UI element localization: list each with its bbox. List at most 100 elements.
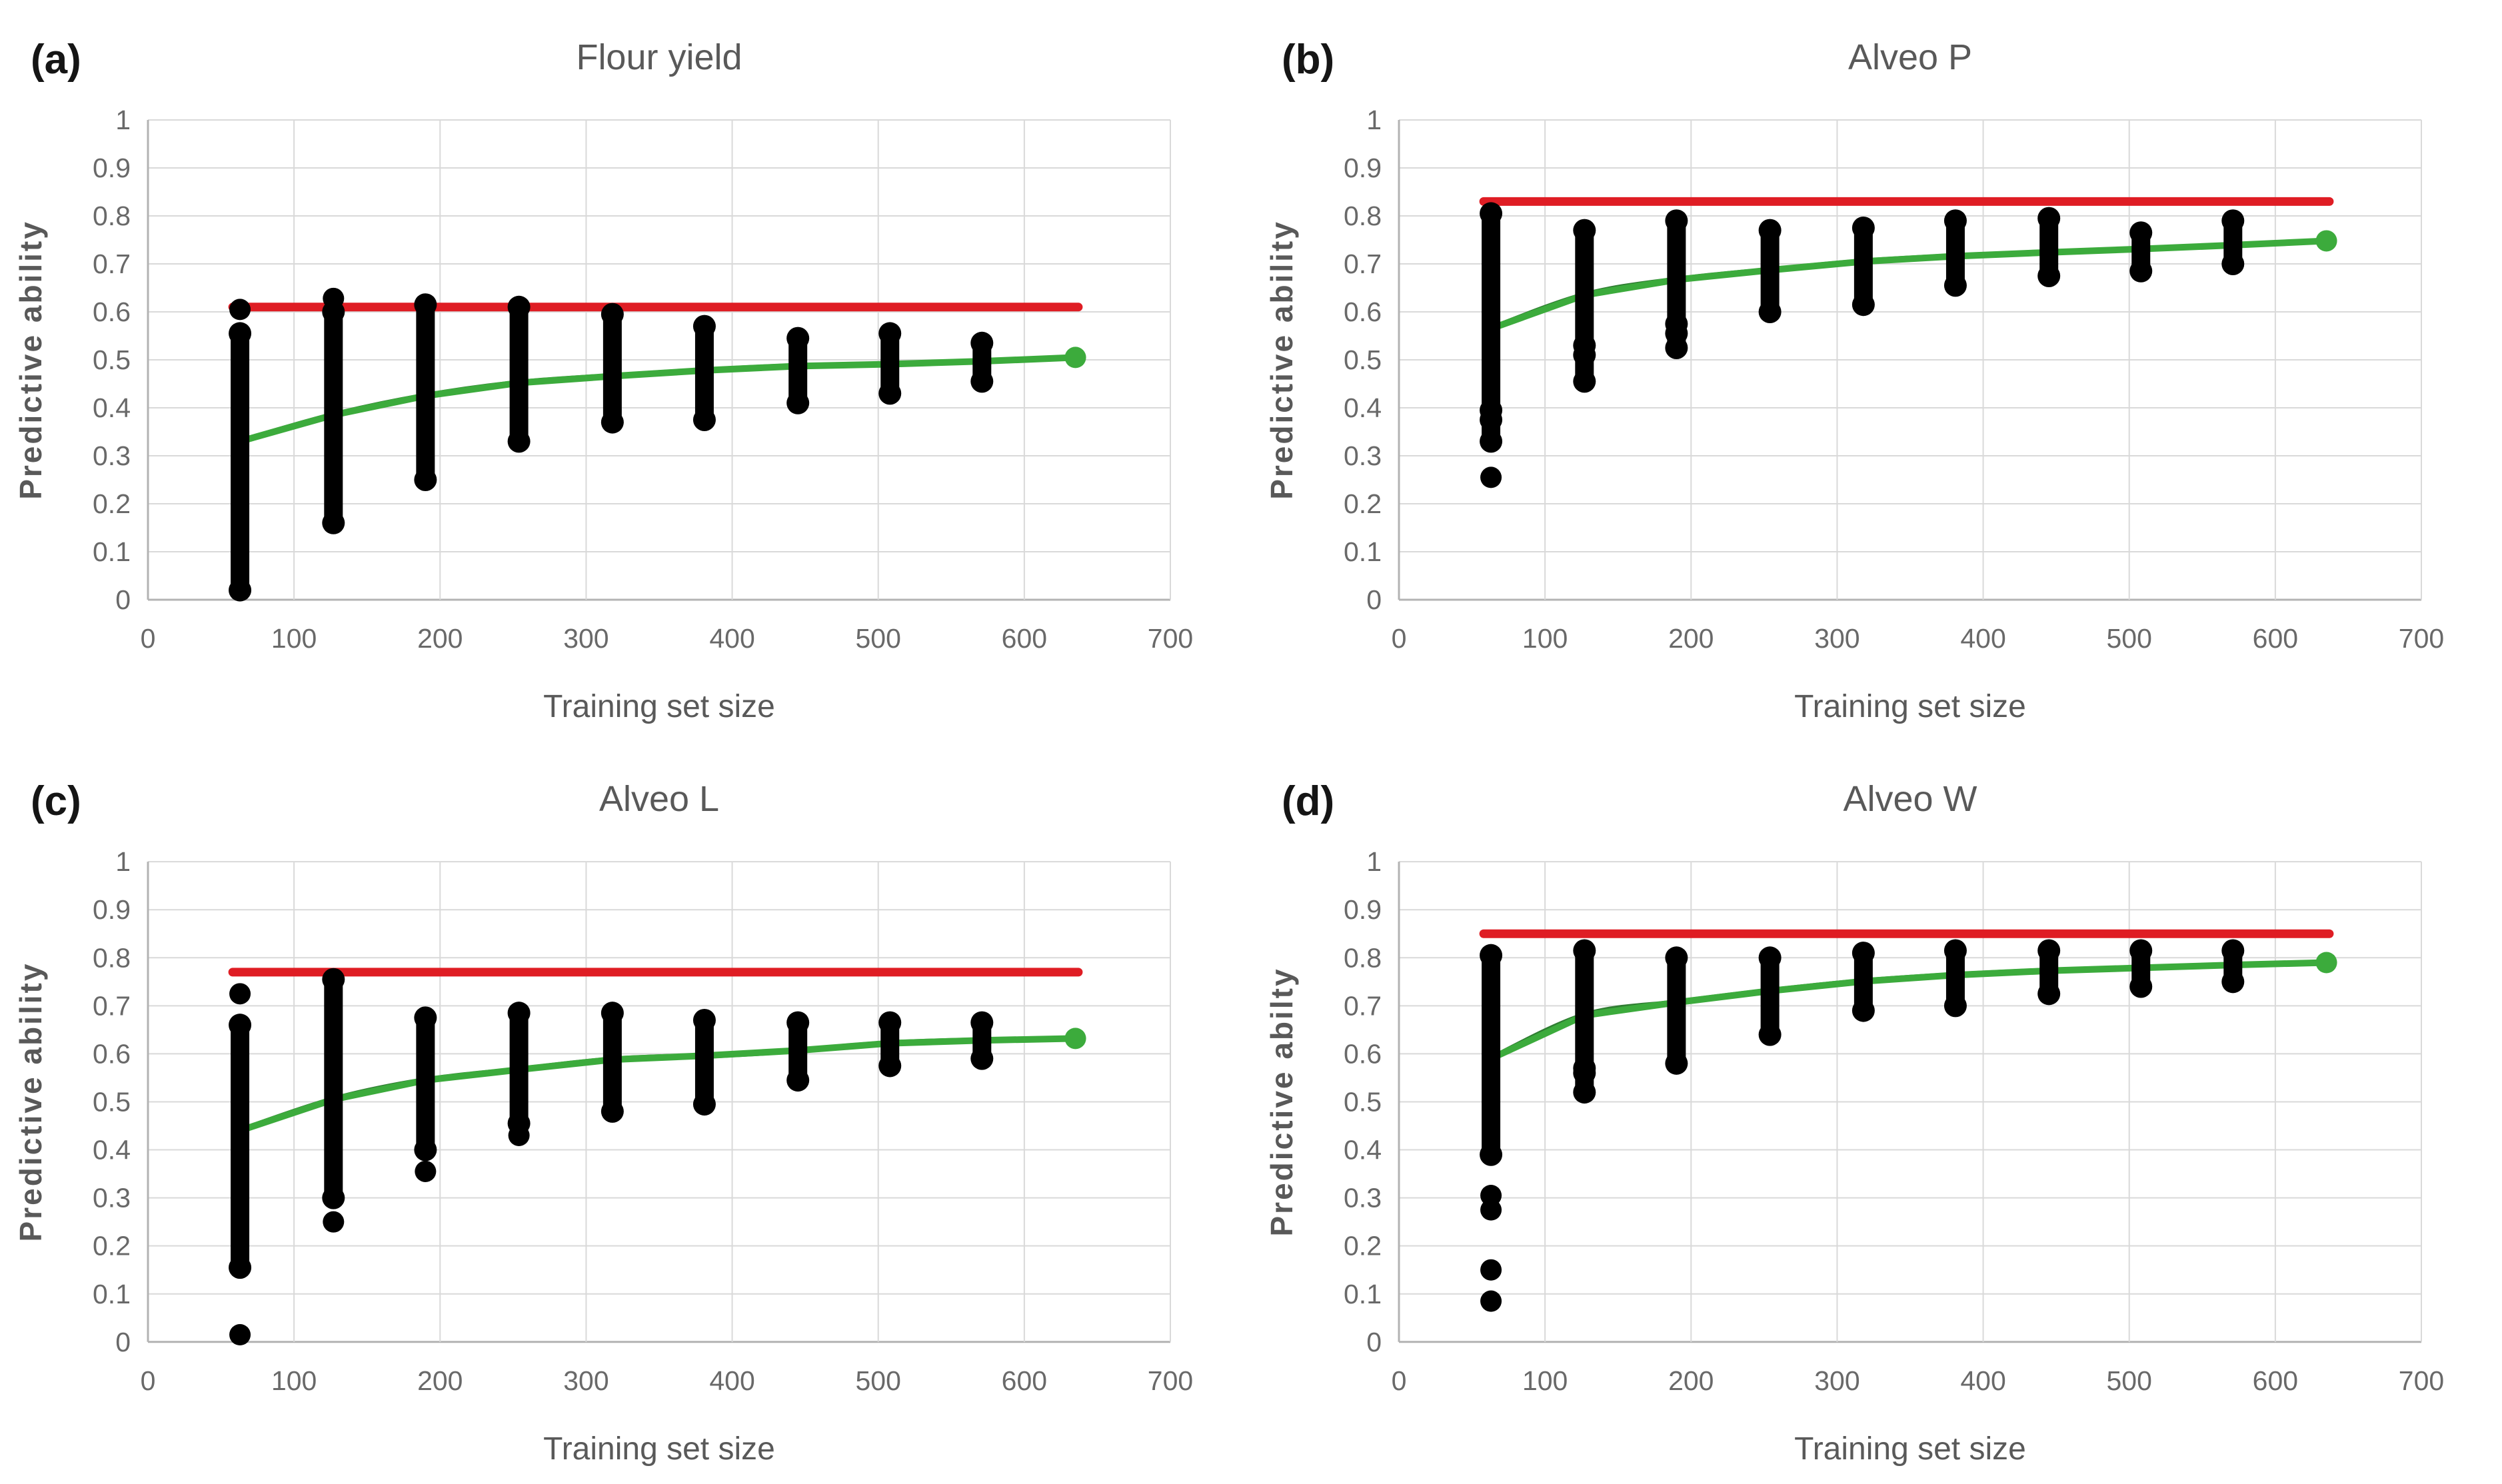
panel-d-title: Alveo W	[1843, 779, 1977, 819]
cluster-end-dot	[1480, 1143, 1503, 1166]
x-tick-label: 200	[1668, 1365, 1714, 1396]
cluster-end-dot	[878, 322, 902, 345]
panel-d-x-axis-label: Training set size	[1794, 1431, 2026, 1467]
x-tick-label: 600	[2253, 623, 2298, 654]
cluster-end-dot	[414, 293, 437, 317]
tick-labels: 1 0.9 0.8 0.7 0.6 0.5 0.4 0.3 0.2 0.1 00 100 200 300 4…	[1344, 105, 2444, 654]
x-tick-label: 300	[563, 623, 609, 654]
y-tick-label: 0.9	[1344, 153, 1382, 183]
y-tick-label: 0.6	[93, 1038, 131, 1069]
cluster-end-dot	[1480, 430, 1503, 453]
cluster-end-dot	[1852, 217, 1875, 239]
y-tick-label: 0.3	[93, 440, 131, 471]
trend-line	[239, 1035, 1076, 1133]
cluster-end-dot	[1665, 322, 1688, 345]
panel-c-x-axis-label: Training set size	[543, 1431, 775, 1467]
y-tick-label: 0.9	[93, 153, 131, 183]
cluster-end-dot	[1758, 219, 1782, 242]
panel-d-y-axis-label: Predictive abilty	[1264, 967, 1299, 1236]
panel-c-title: Alveo L	[599, 779, 719, 819]
cluster-end-dot	[1758, 301, 1782, 323]
panel-c-chart: 1 0.9 0.8 0.7 0.6 0.5 0.4 0.3 0.2 0.1 00 100 200 300 4…	[13, 778, 1193, 1467]
panel-d: 1 0.9 0.8 0.7 0.6 0.5 0.4 0.3 0.2 0.1 0 0 100 200 300 4…	[1251, 742, 2502, 1484]
x-tick-label: 200	[417, 623, 463, 654]
y-tick-label: 0.6	[93, 297, 131, 327]
cluster-end-dot	[970, 370, 994, 393]
cluster-end-dot	[786, 1011, 810, 1034]
cluster-end-dot	[692, 408, 716, 431]
cluster-end-dot	[414, 1006, 437, 1030]
y-tick-label: 0.8	[1344, 201, 1382, 231]
x-tick-label: 700	[1148, 623, 1193, 654]
panel-b-y-axis-label: Predictive ability	[1264, 220, 1299, 500]
tick-labels: 1 0.9 0.8 0.7 0.6 0.5 0.4 0.3 0.2 0.1 00 100 200 300 4…	[93, 105, 1193, 654]
outlier-dot	[508, 1124, 530, 1146]
x-tick-label: 700	[2399, 1365, 2444, 1396]
y-tick-label: 0.8	[93, 942, 131, 973]
x-tick-label: 200	[1668, 623, 1714, 654]
cluster-end-dot	[1852, 942, 1875, 965]
y-tick-label: 0.7	[93, 990, 131, 1021]
panel-b-x-axis-label: Training set size	[1794, 689, 2026, 724]
panel-c: 1 0.9 0.8 0.7 0.6 0.5 0.4 0.3 0.2 0.1 0 0 100 200 300 4…	[0, 742, 1251, 1484]
cluster-end-dot	[1480, 944, 1503, 967]
panel-c-chart-body: 1 0.9 0.8 0.7 0.6 0.5 0.4 0.3 0.2 0.1 00 100 200 300 4…	[93, 846, 1193, 1396]
cluster-end-dot	[322, 968, 345, 991]
panel-b-label: (b)	[1282, 37, 1334, 83]
y-tick-label: 0.2	[1344, 1231, 1382, 1261]
cluster-end-dot	[229, 1256, 252, 1279]
cluster-end-dot	[2129, 221, 2153, 245]
trend-line	[1490, 237, 2327, 332]
x-tick-label: 500	[2107, 1365, 2152, 1396]
cluster-end-dot	[786, 1069, 810, 1092]
panel-b-chart-body: 1 0.9 0.8 0.7 0.6 0.5 0.4 0.3 0.2 0.1 00 100 200 300 4…	[1344, 105, 2444, 654]
cluster-end-dot	[1573, 939, 1596, 962]
y-tick-label: 0.7	[1344, 990, 1382, 1021]
x-tick-label: 400	[1960, 1365, 2005, 1396]
outlier-dot	[323, 287, 345, 309]
cluster-end-dot	[1758, 946, 1782, 970]
cluster-end-dot	[786, 391, 810, 414]
cluster-end-dot	[1573, 219, 1596, 242]
x-tick-label: 400	[709, 623, 754, 654]
cluster-end-dot	[1480, 408, 1503, 431]
cluster-end-dot	[601, 410, 624, 434]
x-tick-label: 700	[2399, 623, 2444, 654]
cluster-end-dot	[2221, 939, 2245, 962]
cluster-end-dot	[507, 430, 531, 453]
cluster-end-dot	[1665, 946, 1688, 970]
x-tick-label: 500	[856, 623, 901, 654]
cluster-end-dot	[878, 1011, 902, 1034]
x-tick-label: 300	[1814, 623, 1860, 654]
mean-end-marker	[2315, 230, 2337, 252]
cluster-end-dot	[322, 1186, 345, 1209]
panel-c-y-axis-label: Predictive ability	[13, 962, 48, 1242]
panel-d-chart-body: 1 0.9 0.8 0.7 0.6 0.5 0.4 0.3 0.2 0.1 00 100 200 300 4…	[1344, 846, 2444, 1396]
outlier-dot	[1480, 1199, 1502, 1221]
cluster-end-dot	[2037, 982, 2061, 1006]
y-tick-label: 1	[1366, 846, 1382, 877]
y-tick-label: 0.3	[93, 1183, 131, 1213]
cluster-end-dot	[1943, 994, 1967, 1018]
cluster-end-dot	[1852, 999, 1875, 1022]
cluster-end-dot	[601, 303, 624, 326]
panel-d-label: (d)	[1282, 778, 1334, 824]
dot-clusters	[1480, 939, 2245, 1312]
y-tick-label: 0.4	[93, 392, 131, 423]
y-tick-label: 0	[1366, 1327, 1382, 1357]
panel-a-x-axis-label: Training set size	[543, 689, 775, 724]
x-tick-label: 500	[856, 1365, 901, 1396]
panel-a-chart-body: 1 0.9 0.8 0.7 0.6 0.5 0.4 0.3 0.2 0.1 00 100 200 300 4…	[93, 105, 1193, 654]
panel-a-y-axis-label: Predictive ability	[13, 220, 48, 500]
cluster-end-dot	[786, 327, 810, 350]
x-tick-label: 0	[141, 623, 156, 654]
mean-line	[1488, 237, 2330, 333]
cluster-end-dot	[601, 1100, 624, 1123]
cluster-end-dot	[2129, 939, 2153, 962]
y-tick-label: 0.5	[1344, 345, 1382, 375]
mean-end-marker	[2315, 952, 2337, 974]
cluster-end-dot	[1665, 1052, 1688, 1075]
y-tick-label: 1	[115, 846, 131, 877]
y-tick-label: 0.6	[1344, 297, 1382, 327]
cluster-end-dot	[1943, 274, 1967, 297]
